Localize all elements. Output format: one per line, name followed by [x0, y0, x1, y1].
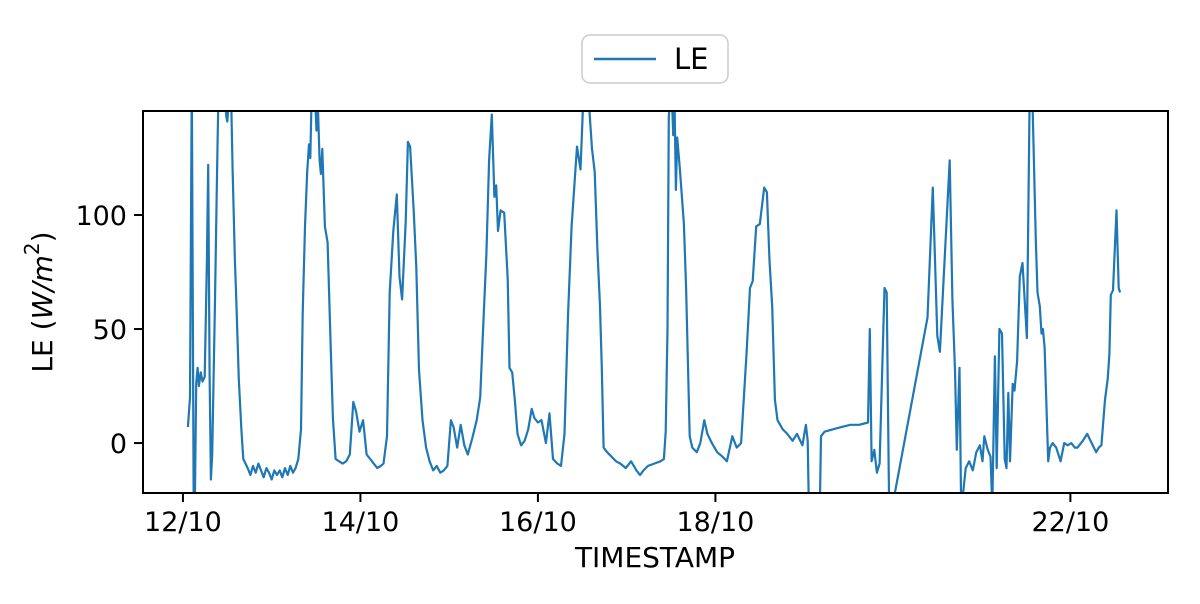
legend-label: LE: [674, 42, 708, 76]
x-axis-ticks: 12/10 14/10 16/10 18/10 22/10: [144, 493, 1109, 538]
le-series-line: [186, 111, 1122, 493]
x-tick-label: 16/10: [499, 507, 577, 538]
x-axis-title: TIMESTAMP: [574, 541, 735, 574]
y-axis-ticks: 0 50 100: [75, 201, 143, 460]
plot-area: [143, 111, 1168, 493]
y-axis-title-suffix: ): [26, 231, 59, 242]
y-tick-label: 50: [93, 315, 127, 346]
y-tick-label: 0: [110, 429, 127, 460]
x-tick-label: 14/10: [322, 507, 400, 538]
x-tick-label: 12/10: [144, 507, 222, 538]
x-tick-label: 22/10: [1031, 507, 1109, 538]
plot-border: [142, 110, 1169, 494]
y-axis-title: LE (W/m2): [20, 231, 59, 372]
y-axis-title-prefix: LE (: [26, 319, 59, 372]
y-axis-title-superscript: 2: [20, 242, 44, 255]
y-tick-label: 100: [75, 201, 127, 232]
y-axis-title-math: W/m: [26, 255, 59, 319]
legend: LE: [581, 34, 729, 84]
x-tick-label: 18/10: [676, 507, 754, 538]
